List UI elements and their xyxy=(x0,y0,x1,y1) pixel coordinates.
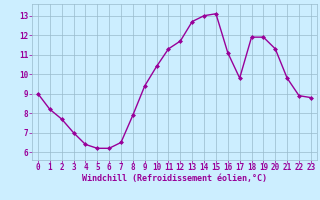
X-axis label: Windchill (Refroidissement éolien,°C): Windchill (Refroidissement éolien,°C) xyxy=(82,174,267,183)
